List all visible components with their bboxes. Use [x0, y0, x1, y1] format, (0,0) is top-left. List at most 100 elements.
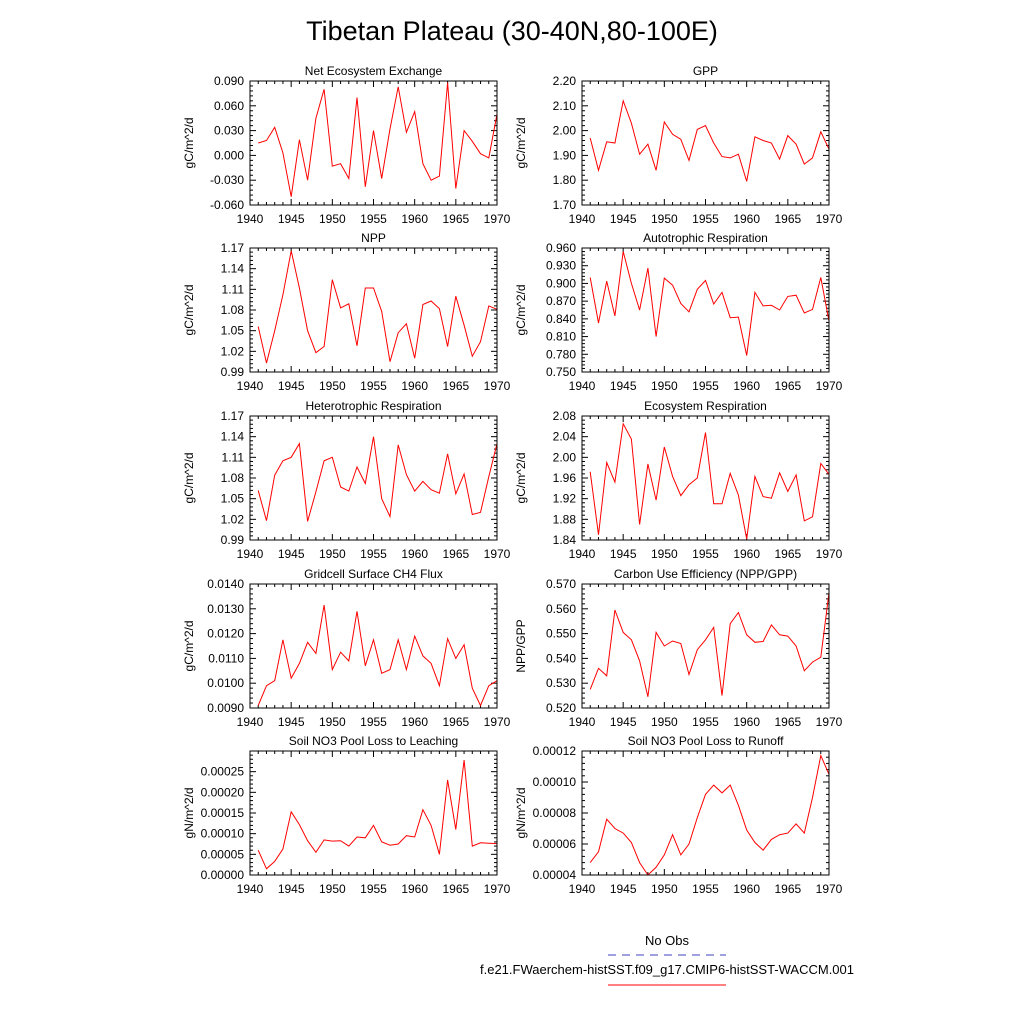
y-tick-label: 1.88 — [553, 512, 577, 526]
y-tick-label: 0.060 — [214, 99, 244, 113]
series-line — [257, 250, 498, 364]
x-tick-label: 1950 — [319, 715, 346, 729]
y-tick-label: 0.900 — [546, 276, 576, 290]
series-line — [257, 436, 498, 522]
y-tick-label: 0.00005 — [201, 847, 245, 861]
x-tick-label: 1970 — [484, 212, 511, 226]
y-tick-label: 0.99 — [221, 365, 245, 379]
x-tick-label: 1945 — [610, 547, 637, 561]
x-tick-label: 1960 — [401, 715, 428, 729]
y-tick-label: 2.04 — [553, 430, 577, 444]
y-tick-label: 0.99 — [221, 533, 245, 547]
x-tick-label: 1965 — [442, 547, 469, 561]
x-tick-label: 1965 — [442, 212, 469, 226]
y-tick-label: 1.84 — [553, 533, 577, 547]
x-tick-label: 1950 — [651, 715, 678, 729]
panel-title: Autotrophic Respiration — [643, 231, 768, 245]
chart-panel: Carbon Use Efficiency (NPP/GPP) NPP/GPP 0.… — [514, 567, 843, 729]
series-line — [258, 82, 498, 197]
x-tick-label: 1965 — [442, 379, 469, 393]
x-tick-label: 1950 — [651, 882, 678, 896]
x-tick-label: 1950 — [319, 379, 346, 393]
y-tick-label: 1.17 — [221, 241, 245, 255]
y-axis-label: gC/m^2/d — [182, 118, 196, 169]
y-tick-label: 2.00 — [553, 450, 577, 464]
x-tick-label: 1960 — [401, 379, 428, 393]
x-tick-label: 1970 — [816, 547, 843, 561]
x-tick-label: 1965 — [442, 715, 469, 729]
y-axis-label: NPP/GPP — [514, 619, 528, 672]
y-tick-label: 0.570 — [546, 577, 576, 591]
panel-title: Heterotrophic Respiration — [305, 399, 441, 413]
y-tick-label: 0.520 — [546, 701, 576, 715]
series-line — [589, 753, 830, 876]
x-tick-label: 1940 — [237, 212, 264, 226]
panel-title: Soil NO3 Pool Loss to Leaching — [289, 734, 458, 748]
x-tick-label: 1940 — [237, 882, 264, 896]
y-tick-label: -0.030 — [210, 173, 244, 187]
y-tick-label: 1.11 — [222, 282, 245, 296]
x-tick-label: 1945 — [278, 212, 305, 226]
x-tick-label: 1950 — [319, 212, 346, 226]
x-tick-label: 1940 — [569, 547, 596, 561]
y-tick-label: 0.00025 — [201, 765, 245, 779]
x-tick-label: 1970 — [484, 882, 511, 896]
y-tick-label: 1.14 — [221, 262, 245, 276]
y-tick-label: -0.060 — [210, 198, 244, 212]
x-tick-label: 1945 — [278, 882, 305, 896]
chart-panel: Soil NO3 Pool Loss to Leaching gN/m^2/d 0.… — [182, 734, 511, 896]
y-tick-label: 1.17 — [221, 409, 245, 423]
x-tick-label: 1940 — [569, 379, 596, 393]
y-tick-label: 0.0120 — [207, 627, 244, 641]
x-tick-label: 1965 — [774, 715, 801, 729]
panel-title: Gridcell Surface CH4 Flux — [304, 567, 443, 581]
series-line — [589, 592, 830, 697]
y-tick-label: 2.20 — [553, 74, 577, 88]
legend-entry-label: f.e21.FWaerchem-histSST.f09_g17.CMIP6-hi… — [480, 962, 854, 977]
y-tick-label: 1.80 — [553, 173, 577, 187]
x-tick-label: 1960 — [401, 547, 428, 561]
x-tick-label: 1970 — [816, 882, 843, 896]
y-tick-label: 0.540 — [546, 651, 576, 665]
panel-title: Soil NO3 Pool Loss to Runoff — [628, 734, 785, 748]
plot-frame — [249, 80, 498, 206]
y-axis-label: gC/m^2/d — [182, 453, 196, 504]
y-tick-label: 0.0130 — [207, 602, 244, 616]
y-tick-label: 1.05 — [221, 324, 245, 338]
x-tick-label: 1960 — [401, 212, 428, 226]
x-tick-label: 1950 — [319, 547, 346, 561]
x-tick-label: 1955 — [692, 715, 719, 729]
plot-frame — [581, 80, 830, 206]
y-tick-label: 0.00008 — [533, 806, 577, 820]
panel-title: GPP — [693, 64, 718, 78]
y-axis-label: gC/m^2/d — [182, 285, 196, 336]
chart-panel: NPP gC/m^2/d 0.99 1.02 1.05 1.08 1.11 1.14 1.17 1… — [182, 231, 511, 393]
x-tick-label: 1940 — [237, 379, 264, 393]
plot-frame — [249, 415, 498, 541]
y-tick-label: 0.0110 — [208, 651, 244, 665]
y-tick-label: 0.000 — [214, 148, 244, 162]
y-tick-label: 0.930 — [546, 259, 576, 273]
y-tick-label: 0.750 — [546, 365, 576, 379]
y-tick-label: 1.14 — [221, 430, 245, 444]
x-tick-label: 1945 — [278, 715, 305, 729]
plot-frame — [249, 583, 498, 709]
y-tick-label: 1.70 — [553, 198, 577, 212]
series-line — [589, 251, 830, 356]
y-axis-label: gC/m^2/d — [514, 118, 528, 169]
y-tick-label: 0.530 — [546, 676, 576, 690]
x-tick-label: 1965 — [774, 882, 801, 896]
y-axis-label: gC/m^2/d — [514, 453, 528, 504]
x-tick-label: 1970 — [484, 547, 511, 561]
y-tick-label: 1.05 — [221, 492, 245, 506]
x-tick-label: 1965 — [774, 379, 801, 393]
x-tick-label: 1955 — [360, 212, 387, 226]
x-tick-label: 1970 — [484, 379, 511, 393]
panels: Net Ecosystem Exchange gC/m^2/d -0.060 -0.0… — [182, 64, 843, 896]
x-tick-label: 1940 — [569, 715, 596, 729]
x-tick-label: 1955 — [360, 715, 387, 729]
x-tick-label: 1955 — [360, 882, 387, 896]
legend-entry-label: No Obs — [645, 933, 690, 948]
y-tick-label: 1.90 — [553, 148, 577, 162]
y-tick-label: 0.560 — [546, 602, 576, 616]
